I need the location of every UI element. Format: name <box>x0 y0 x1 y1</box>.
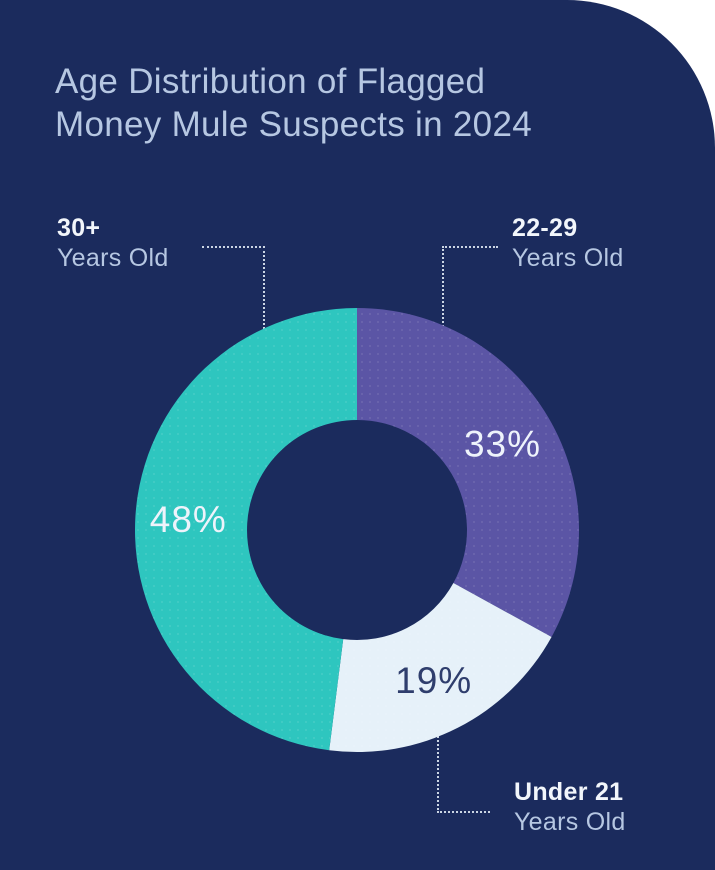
callout-22-29-title: 22-29 <box>512 214 578 242</box>
callout-under-21: Under 21 Years Old <box>514 777 626 837</box>
chart-title-line-1: Age Distribution of Flagged <box>55 62 486 101</box>
slice-percent-label-under-21: 19% <box>395 660 472 701</box>
leader-line-30-plus <box>202 246 265 405</box>
slice-percent-label-22-29: 33% <box>464 424 541 465</box>
chart-title: Age Distribution of Flagged Money Mule S… <box>55 60 532 146</box>
callout-22-29: 22-29 Years Old <box>512 213 624 273</box>
chart-title-line-2: Money Mule Suspects in 2024 <box>55 105 532 144</box>
callout-22-29-subtitle: Years Old <box>512 244 624 272</box>
slice-percent-label-30-plus: 48% <box>150 499 227 540</box>
callout-30-plus-title: 30+ <box>57 214 101 242</box>
donut-dot-texture <box>135 308 579 752</box>
callout-30-plus-subtitle: Years Old <box>57 244 169 272</box>
callout-under-21-subtitle: Years Old <box>514 808 626 836</box>
callout-under-21-title: Under 21 <box>514 778 624 806</box>
donut-slices: 33% 19% 48% <box>134 308 580 753</box>
callout-30-plus: 30+ Years Old <box>57 213 169 273</box>
leader-line-under-21 <box>437 717 490 813</box>
